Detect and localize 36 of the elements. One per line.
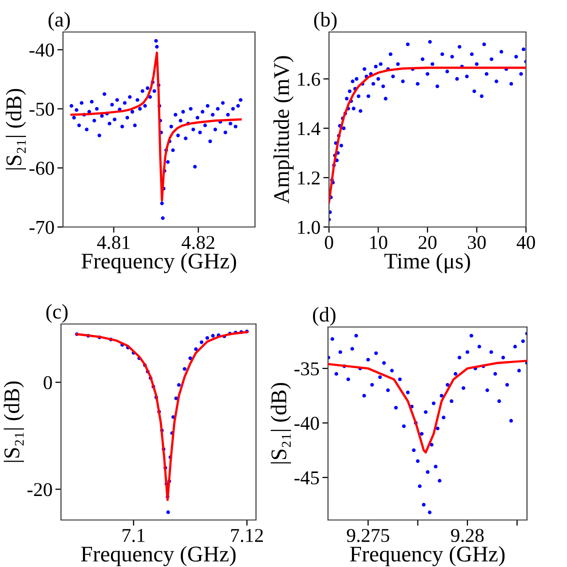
- y-tick-label: 1.0: [298, 220, 320, 234]
- y-tick-label: -40: [294, 416, 319, 430]
- y-tick-label: 1.2: [298, 172, 320, 185]
- chart-title: (d): [312, 306, 336, 326]
- y-axis-title: |S₂₁| (dB): [6, 88, 26, 170]
- x-axis-title: Frequency (GHz): [82, 252, 236, 274]
- y-tick-label: -40: [29, 44, 54, 57]
- x-tick-label: 10: [370, 236, 388, 250]
- x-axis-title: Frequency (GHz): [350, 546, 505, 566]
- x-tick-label: 9.275: [346, 528, 390, 542]
- x-axis-title: Time (μs): [384, 252, 470, 274]
- y-tick-label: 1.4: [298, 122, 320, 136]
- x-tick-label: 7.12: [231, 528, 263, 542]
- chart-title: (a): [48, 12, 70, 31]
- y-tick-label: -35: [294, 362, 319, 376]
- x-tick-label: 9.28: [451, 528, 484, 542]
- y-tick-label: -70: [29, 220, 54, 234]
- x-tick-label: 4.82: [182, 236, 214, 250]
- x-axis-title: Frequency (GHz): [81, 546, 236, 566]
- x-tick-label: 4.81: [97, 236, 130, 250]
- x-tick-label: 7.1: [122, 528, 145, 542]
- y-axis-title: |S₂₁| (dB): [4, 381, 24, 462]
- y-tick-label: 1.6: [298, 72, 320, 86]
- y-axis-title: |S₂₁| (dB): [270, 382, 291, 464]
- x-tick-label: 0: [324, 236, 334, 250]
- x-tick-label: 40: [516, 236, 535, 250]
- chart-title: (b): [314, 12, 337, 31]
- y-tick-label: -60: [29, 162, 54, 175]
- y-tick-label: -45: [294, 471, 319, 484]
- chart-title: (c): [46, 304, 68, 323]
- y-tick-label: -50: [29, 102, 54, 116]
- y-axis-title: Amplitude (mV): [273, 56, 294, 204]
- y-tick-label: -20: [27, 483, 52, 496]
- x-tick-label: 30: [468, 236, 486, 250]
- x-tick-label: 20: [418, 236, 436, 250]
- y-tick-label: 0: [44, 376, 52, 390]
